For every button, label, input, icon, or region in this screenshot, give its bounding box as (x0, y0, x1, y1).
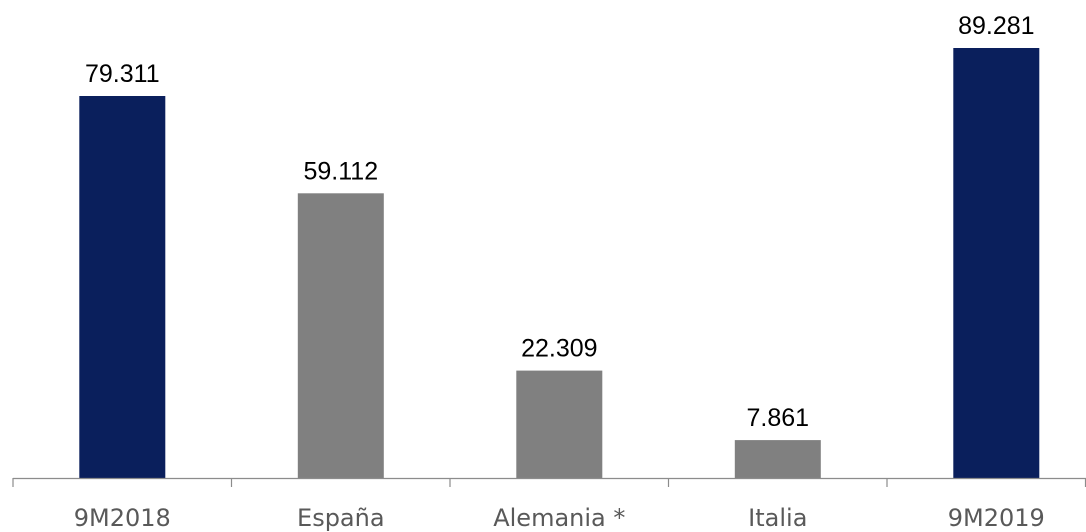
value-label: 7.861 (747, 404, 810, 432)
value-label: 79.311 (85, 60, 160, 88)
x-tick-label: 9M2018 (74, 504, 171, 532)
value-label: 89.281 (958, 12, 1034, 40)
x-tick-label: Italia (748, 504, 807, 532)
bars-group (79, 48, 1040, 479)
value-label: 22.309 (521, 335, 597, 363)
x-tick-label: Alemania * (493, 504, 625, 532)
value-labels-group: 79.311 59.112 22.309 7.861 89.281 (85, 12, 1035, 432)
bar-9m2018 (79, 96, 166, 478)
value-label: 59.112 (303, 157, 378, 185)
bar-alemania (516, 370, 603, 478)
x-tick-label: España (297, 504, 385, 532)
bar-9m2019 (953, 48, 1040, 478)
x-axis-ticks-group (12, 478, 1086, 487)
bar-espa-a (297, 193, 384, 479)
x-axis-tick-labels-group: 9M2018 España Alemania * Italia 9M2019 (74, 504, 1045, 532)
bar-italia (734, 440, 821, 478)
x-tick-label: 9M2019 (948, 504, 1045, 532)
